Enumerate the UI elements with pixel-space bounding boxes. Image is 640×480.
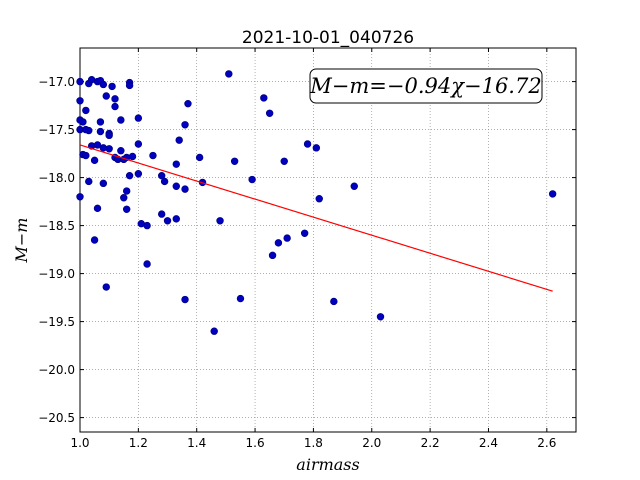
data-point — [111, 95, 119, 103]
data-point — [125, 81, 134, 90]
y-tick-label: −20.5 — [38, 411, 75, 425]
x-axis-label: airmass — [296, 455, 359, 474]
data-point — [225, 70, 233, 78]
y-tick-label: −19.5 — [38, 315, 75, 329]
data-point — [117, 147, 125, 155]
data-point — [315, 195, 323, 203]
x-tick-label: 2.6 — [537, 436, 556, 450]
fit-annotation: M−m=−0.94χ−16.72 — [309, 74, 541, 98]
data-point — [350, 182, 358, 190]
data-point — [90, 236, 99, 244]
data-point — [134, 170, 143, 178]
data-point — [300, 229, 309, 237]
data-point — [99, 179, 108, 188]
y-tick-label: −19.0 — [38, 267, 75, 281]
data-point — [184, 99, 192, 108]
x-tick-label: 1.2 — [129, 436, 148, 450]
data-point — [248, 175, 256, 184]
data-point — [128, 152, 137, 161]
data-point — [260, 94, 268, 102]
chart-title: 2021-10-01_040726 — [242, 28, 414, 48]
data-point — [76, 97, 84, 105]
data-point — [143, 260, 151, 268]
data-point — [303, 140, 312, 148]
y-tick-label: −18.5 — [38, 219, 75, 233]
data-point — [195, 153, 204, 162]
data-point — [160, 177, 169, 186]
data-point — [163, 217, 172, 225]
data-point — [312, 144, 321, 152]
data-point — [330, 297, 338, 306]
data-point — [76, 193, 84, 201]
data-point — [134, 114, 143, 122]
data-point — [79, 118, 87, 126]
data-point — [172, 215, 180, 223]
data-point — [175, 136, 183, 144]
data-point — [99, 80, 108, 89]
x-tick-label: 1.6 — [246, 436, 265, 450]
data-point — [105, 131, 113, 140]
data-point — [108, 82, 116, 91]
data-point — [122, 205, 131, 213]
data-point — [181, 121, 189, 129]
x-tick-label: 2.4 — [479, 436, 498, 450]
data-point — [102, 283, 110, 291]
data-point — [236, 294, 245, 303]
data-point — [376, 313, 385, 321]
data-point — [149, 151, 157, 160]
data-point — [120, 194, 128, 202]
data-point — [76, 77, 84, 86]
data-point — [157, 210, 166, 218]
data-point — [280, 157, 288, 165]
data-point — [181, 295, 189, 304]
data-point — [93, 141, 102, 149]
data-point — [157, 171, 166, 180]
data-point — [210, 327, 218, 335]
data-point — [143, 221, 151, 230]
data-point — [96, 118, 105, 126]
x-tick-label: 1.0 — [70, 436, 89, 450]
axes: 1.0 1.2 1.4 1.6 1.8 2.0 2.2 2.4 2.6 −17.0 −17.5 −18… — [38, 47, 577, 450]
data-point — [82, 106, 90, 115]
annotation-frame — [309, 68, 543, 104]
data-point — [181, 185, 189, 193]
data-point — [265, 109, 274, 117]
data-point — [172, 182, 180, 190]
data-point — [172, 160, 180, 168]
fit-line-group — [79, 144, 553, 292]
x-tick-label: 2.2 — [421, 436, 440, 450]
data-point — [82, 151, 90, 160]
data-point — [85, 126, 93, 135]
data-point — [93, 204, 102, 213]
data-point — [274, 239, 283, 247]
data-point — [96, 127, 105, 136]
x-tick-label: 2.0 — [362, 436, 381, 450]
data-point — [122, 187, 131, 195]
y-tick-label: −17.0 — [38, 75, 75, 89]
fit-annotation-box: M−m=−0.94χ−16.72 — [309, 68, 543, 104]
data-point — [117, 116, 125, 124]
y-tick-label: −18.0 — [38, 171, 75, 185]
data-point — [548, 190, 557, 198]
data-point — [111, 102, 119, 111]
data-point — [90, 156, 99, 165]
data-point — [125, 171, 134, 180]
data-point — [102, 92, 110, 100]
y-axis-label: M−m — [12, 218, 31, 264]
data-point — [283, 234, 291, 242]
y-tick-label: −20.0 — [38, 363, 75, 377]
plot-frame — [79, 47, 577, 433]
y-tick-label: −17.5 — [38, 123, 75, 137]
data-point — [268, 251, 277, 260]
data-point — [134, 140, 143, 148]
data-point — [105, 145, 113, 153]
data-point — [85, 177, 93, 186]
data-point — [216, 217, 224, 225]
x-tick-label: 1.4 — [187, 436, 206, 450]
data-point — [230, 157, 239, 165]
x-tick-label: 1.8 — [304, 436, 323, 450]
data-points — [76, 70, 557, 335]
fit-line — [79, 144, 553, 292]
